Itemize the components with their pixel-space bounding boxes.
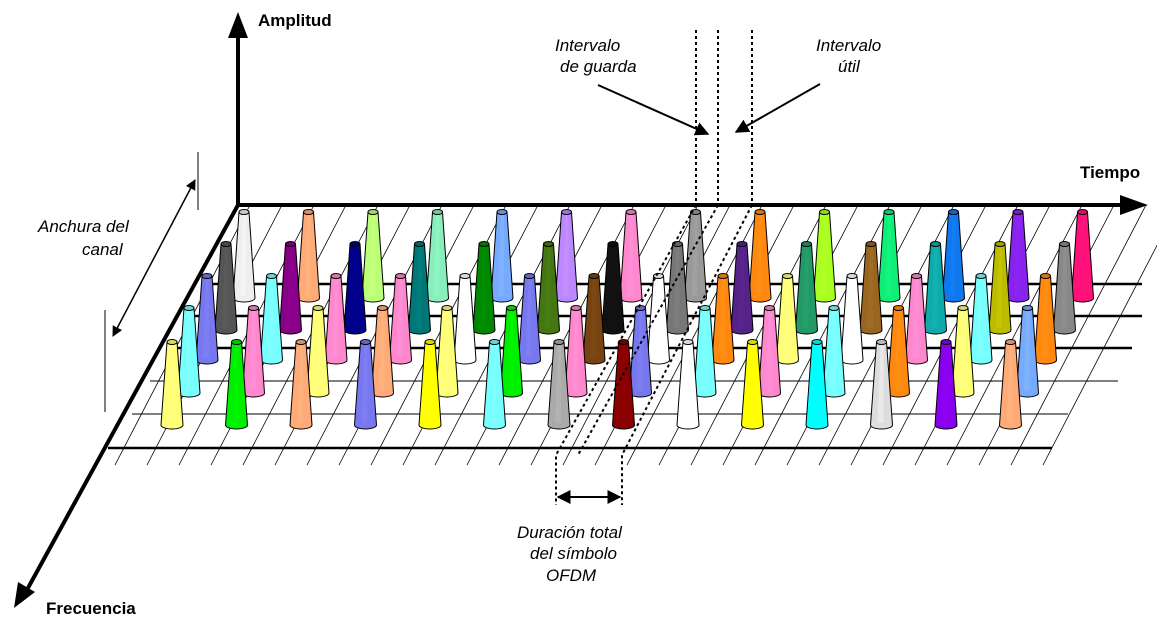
subcarrier-cone	[547, 339, 571, 430]
subcarrier-cone	[869, 339, 894, 430]
subcarrier-cone	[859, 241, 883, 335]
subcarrier-cone	[646, 273, 671, 365]
subcarrier-cone	[224, 339, 249, 430]
subcarrier-cone	[886, 305, 911, 398]
subcarrier-cone	[435, 305, 459, 398]
subcarrier-cone	[370, 305, 395, 398]
subcarrier-cone	[388, 273, 413, 365]
subcarrier-cone	[278, 241, 303, 335]
subcarrier-cone	[683, 209, 708, 303]
subcarrier-cone	[453, 273, 477, 365]
subcarrier-cone	[490, 209, 514, 303]
subcarrier-cone	[840, 273, 864, 365]
subcarrier-cone	[195, 273, 219, 365]
subcarrier-cone	[676, 339, 700, 430]
subcarrier-cone	[628, 305, 653, 398]
channel-width-label-line2: canal	[82, 240, 124, 259]
subcarrier-cone	[740, 339, 765, 430]
subcarrier-cone	[499, 305, 524, 398]
subcarrier-cone	[711, 273, 735, 365]
subcarrier-cone	[160, 339, 184, 430]
subcarrier-cone	[306, 305, 330, 398]
subcarrier-cone	[361, 209, 385, 303]
subcarrier-cone	[601, 241, 625, 335]
channel-width-label-line1: Anchura del	[37, 217, 130, 236]
subcarrier-cone	[775, 273, 800, 365]
subcarrier-cone	[794, 241, 819, 335]
guard-interval-label-line2: de guarda	[560, 57, 637, 76]
subcarrier-cone	[951, 305, 975, 398]
subcarrier-cone	[232, 209, 256, 303]
subcarrier-cone	[289, 339, 313, 430]
subcarrier-cone	[934, 339, 958, 430]
subcarrier-cone	[517, 273, 542, 365]
guard-interval-label-line1: Intervalo	[555, 36, 620, 55]
subcarrier-cone	[877, 209, 901, 303]
subcarrier-cone	[241, 305, 266, 398]
subcarrier-cone	[904, 273, 929, 365]
subcarrier-cone	[1033, 273, 1058, 365]
subcarrier-cone	[343, 241, 367, 335]
frequency-axis	[26, 204, 240, 589]
time-axis-arrowhead	[1120, 195, 1148, 215]
subcarrier-cone	[324, 273, 348, 365]
subcarrier-cone	[1052, 241, 1077, 335]
subcarrier-cone	[757, 305, 782, 398]
subcarrier-cone	[969, 273, 993, 365]
subcarrier-cone	[619, 209, 643, 303]
subcarrier-cone	[259, 273, 284, 365]
subcarrier-cone	[296, 209, 321, 303]
channel-width-indicator	[104, 152, 199, 412]
channel-width-arrow	[112, 179, 196, 337]
subcarrier-cone	[214, 241, 238, 335]
subcarrier-cone	[536, 241, 561, 335]
subcarrier-cone	[822, 305, 846, 398]
subcarrier-cone	[353, 339, 378, 430]
guard-interval-pointer	[597, 84, 710, 136]
subcarrier-cone	[177, 305, 201, 398]
subcarrier-cone	[564, 305, 588, 398]
subcarrier-cone	[482, 339, 507, 430]
subcarrier-cone	[1070, 209, 1095, 303]
amplitude-label: Amplitud	[258, 11, 332, 30]
frequency-label: Frecuencia	[46, 599, 136, 618]
symbol-duration-label-line1: Duración total	[517, 523, 623, 542]
axes	[14, 12, 1148, 608]
subcarrier-cone	[418, 339, 442, 430]
interval-markers	[555, 30, 821, 505]
subcarrier-cone	[693, 305, 717, 398]
subcarrier-cone	[472, 241, 496, 335]
symbol-duration-label-line2: del símbolo	[530, 544, 617, 563]
time-grid-line	[1042, 244, 1157, 466]
symbol-duration-label-line3: OFDM	[546, 566, 597, 585]
time-label: Tiempo	[1080, 163, 1140, 182]
useful-interval-label-line2: útil	[838, 57, 861, 76]
subcarrier-cone	[554, 209, 579, 303]
subcarrier-cone	[1006, 209, 1030, 303]
subcarrier-cone	[998, 339, 1023, 430]
subcarrier-cone	[923, 241, 948, 335]
time-grid-line	[1010, 204, 1147, 466]
useful-interval-pointer	[734, 83, 821, 133]
subcarrier-cone	[611, 339, 636, 430]
frequency-axis-arrowhead	[14, 582, 35, 608]
subcarrier-cone	[988, 241, 1012, 335]
subcarrier-cone	[1015, 305, 1040, 398]
amplitude-axis-arrowhead	[228, 12, 248, 38]
useful-interval-label-line1: Intervalo	[816, 36, 881, 55]
subcarrier-cone	[730, 241, 754, 335]
subcarrier-cone	[582, 273, 606, 365]
subcarrier-cone	[425, 209, 450, 303]
subcarrier-cone	[805, 339, 829, 430]
subcarrier-cone	[941, 209, 966, 303]
subcarrier-cone	[407, 241, 432, 335]
subcarrier-cone	[665, 241, 690, 335]
subcarrier-cones	[160, 209, 1095, 430]
